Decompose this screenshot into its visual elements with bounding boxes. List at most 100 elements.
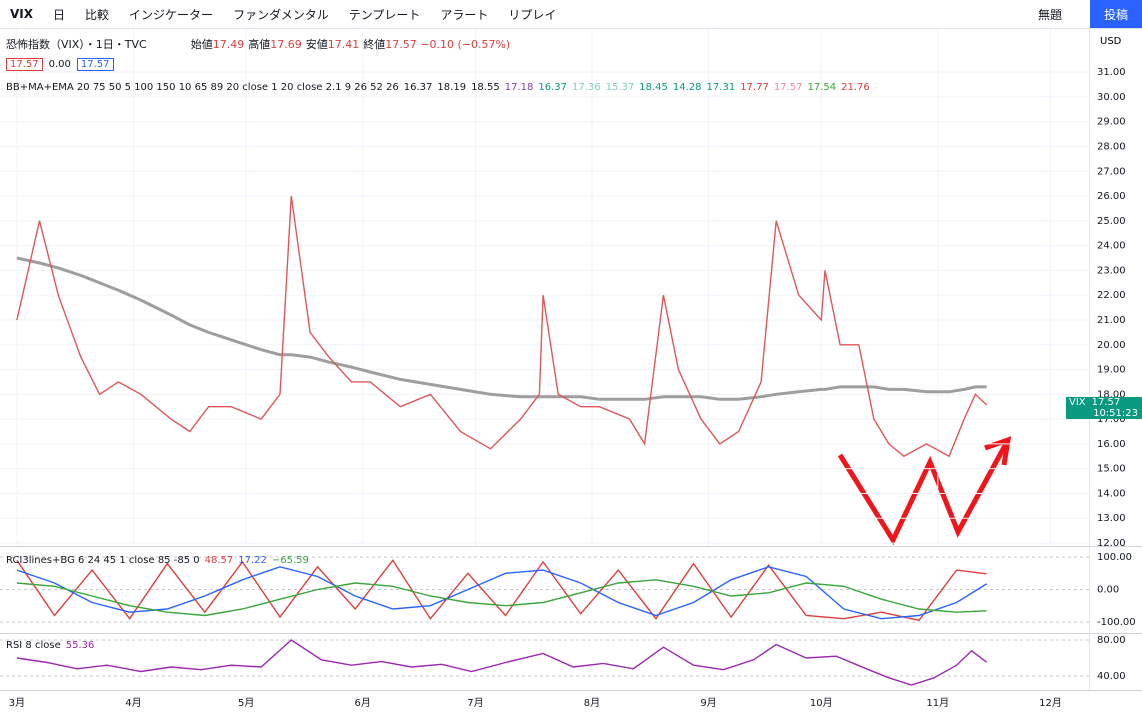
y-tick-label: 15.00 (1097, 464, 1126, 475)
y-tick-label: 21.00 (1097, 315, 1126, 326)
layout-name[interactable]: 無題 (1037, 7, 1062, 22)
legend-title: RCI3lines+BG 6 24 45 1 close 85 -85 0 (6, 555, 200, 566)
legend-value: 18.55 (471, 82, 500, 93)
currency[interactable]: USD (1100, 36, 1122, 47)
x-tick-label: 11月 (926, 697, 949, 709)
y-tick-label: 19.00 (1097, 365, 1126, 376)
x-tick-label: 9月 (700, 697, 716, 709)
y-tick-label: 23.00 (1097, 265, 1126, 276)
legend-value: 17.54 (807, 82, 837, 93)
legend-value: 17.18 (504, 82, 534, 93)
toolbar-items: 比較 インジケーター ファンダメンタル テンプレート アラート リプレイ (75, 6, 566, 23)
x-tick-label: 7月 (467, 697, 483, 709)
x-tick-label: 6月 (355, 697, 371, 709)
legend-value: 55.36 (65, 640, 95, 651)
series-line (16, 256, 987, 401)
price-tag-text: 17.57 (1091, 396, 1121, 408)
y-tick-label: 27.00 (1097, 166, 1126, 177)
legend-value: −65.59 (271, 555, 309, 566)
legend-value: 18.45 (639, 82, 668, 93)
legend-value: 16.37 (403, 82, 433, 93)
indicator-legend: BB+MA+EMA 20 75 50 5 100 150 10 65 89 20… (6, 82, 870, 93)
ohlc-label: 始値 (190, 38, 213, 51)
toolbar-button[interactable]: ファンダメンタル (233, 7, 329, 22)
y-tick-label: 20.00 (1097, 340, 1126, 351)
symbol-header: 恐怖指数（VIX）・1日・TVC 始値17.49 高値17.69 安値17.41 終値1… (6, 36, 510, 52)
legend-value: 17.36 (571, 82, 601, 93)
y-tick-label: 12.00 (1097, 538, 1126, 549)
ohlc: 始値17.49 高値17.69 安値17.41 終値17.57 (187, 38, 417, 51)
indicator-legend: RCI3lines+BG 6 24 45 1 close 85 -85 0 48.… (6, 555, 309, 566)
indicator-legend: RSI 8 close 55.36 (6, 640, 94, 651)
symbol[interactable]: VIX (10, 7, 34, 21)
price-tag-text: VIX (1069, 396, 1086, 408)
y-tick-label: 29.00 (1097, 117, 1126, 128)
legend-title: BB+MA+EMA 20 75 50 5 100 150 10 65 89 20… (6, 82, 399, 93)
publish-button[interactable]: 投稿 (1090, 0, 1142, 28)
ohlc-value: 17.57 (385, 38, 417, 51)
ohlc-value: 17.41 (327, 38, 360, 51)
y-tick-label: 17.00 (1097, 414, 1126, 425)
legend-value: 18.19 (437, 82, 467, 93)
toolbar-button[interactable]: 比較 (85, 7, 110, 22)
price-box: 17.57 (6, 58, 43, 71)
interval[interactable]: 日 (53, 7, 66, 22)
price-axis-bg (1090, 29, 1142, 689)
legend-value: 21.76 (841, 82, 870, 93)
y-tick-label: 30.00 (1097, 92, 1126, 103)
x-tick-label: 4月 (125, 697, 141, 709)
y-tick-label: 28.00 (1097, 141, 1126, 152)
y-tick-label: 16.00 (1097, 439, 1126, 450)
series-line (16, 559, 987, 622)
toolbar-button[interactable]: テンプレート (348, 7, 421, 22)
series-line (16, 639, 988, 686)
y-tick-label: 26.00 (1097, 191, 1126, 202)
legend-value: 16.37 (538, 82, 567, 93)
legend-value: 17.31 (706, 82, 736, 93)
series-line (16, 566, 987, 620)
legend-value: 14.28 (672, 82, 702, 93)
ohlc-value: 17.49 (212, 38, 245, 51)
y-tick-label: 24.00 (1097, 241, 1126, 252)
x-tick-label: 3月 (9, 697, 25, 709)
price-boxes: 17.57 0.00 17.57 (6, 58, 120, 71)
y-tick-label: 80.00 (1097, 635, 1126, 646)
price-tag-text: 10:51:23 (1093, 407, 1138, 419)
y-tick-label: 100.00 (1097, 552, 1132, 563)
x-tick-label: 8月 (584, 697, 600, 709)
legend-value: 17.77 (740, 82, 769, 93)
y-tick-label: 31.00 (1097, 67, 1126, 78)
ohlc-label: 安値 (305, 38, 328, 51)
y-tick-label: -100.00 (1097, 617, 1136, 628)
series-line (16, 579, 987, 617)
toolbar: VIX 日 比較 インジケーター ファンダメンタル テンプレート アラート リプレイ 無題… (0, 0, 1142, 29)
y-tick-label: 13.00 (1097, 513, 1126, 524)
price-tag: VIX 17.57 10:51:23 (1066, 396, 1142, 419)
y-tick-label: 18.00 (1097, 389, 1126, 400)
legend-value: 15.37 (605, 82, 635, 93)
legend-title: RSI 8 close (6, 640, 61, 651)
legend-value: 17.22 (238, 555, 267, 566)
y-tick-label: 25.00 (1097, 216, 1126, 227)
toolbar-button[interactable]: リプレイ (508, 7, 557, 22)
toolbar-button[interactable]: アラート (440, 7, 489, 22)
arrow-head (984, 436, 1012, 466)
symbol-name: 恐怖指数（VIX）・1日・TVC (6, 38, 147, 51)
y-tick-label: 14.00 (1097, 488, 1126, 499)
change: −0.10 (−0.57%) (420, 38, 511, 51)
y-tick-label: 40.00 (1097, 671, 1126, 682)
x-tick-label: 10月 (810, 697, 833, 709)
legend-value: 48.57 (204, 555, 234, 566)
x-tick-label: 5月 (238, 697, 254, 709)
price-box: 17.57 (76, 58, 114, 71)
ohlc-label: 高値 (248, 38, 271, 51)
toolbar-button[interactable]: インジケーター (129, 7, 214, 22)
price-box: 0.00 (48, 59, 71, 70)
y-tick-label: 0.00 (1097, 585, 1119, 596)
w-annotation (837, 438, 1011, 546)
y-tick-label: 22.00 (1097, 290, 1126, 301)
series-line (16, 195, 988, 458)
ohlc-value: 17.69 (270, 38, 302, 51)
